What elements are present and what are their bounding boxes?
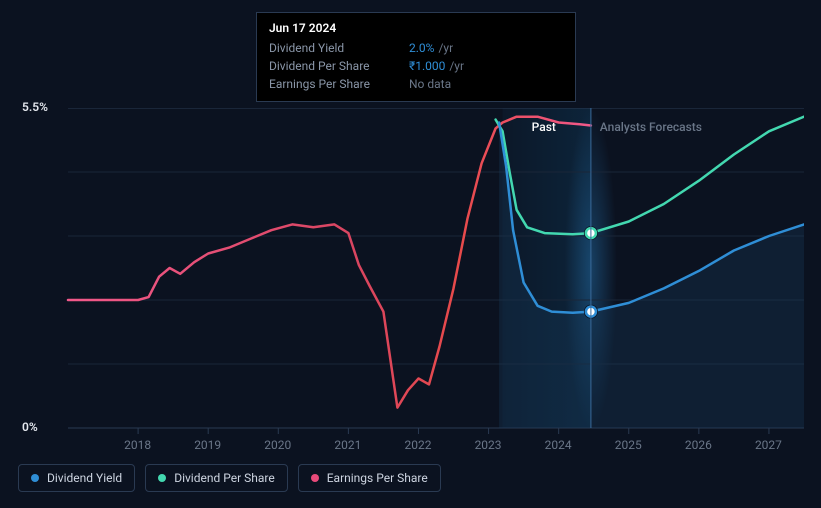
tooltip-row: Earnings Per ShareNo data bbox=[269, 75, 563, 93]
legend-item[interactable]: Earnings Per Share bbox=[298, 464, 441, 492]
tooltip-unit: /yr bbox=[449, 59, 464, 73]
x-axis-label: 2023 bbox=[475, 438, 502, 452]
x-axis-label: 2018 bbox=[124, 438, 151, 452]
legend-dot bbox=[31, 474, 39, 482]
region-label-past: Past bbox=[532, 120, 556, 134]
chart-svg bbox=[18, 108, 804, 448]
tooltip-label: Dividend Per Share bbox=[269, 59, 409, 73]
tooltip-label: Dividend Yield bbox=[269, 41, 409, 55]
tooltip-nodata: No data bbox=[409, 77, 451, 91]
tooltip-row: Dividend Yield2.0% /yr bbox=[269, 39, 563, 57]
x-axis-label: 2027 bbox=[755, 438, 782, 452]
legend: Dividend Yield Dividend Per Share Earnings… bbox=[18, 464, 441, 492]
legend-dot bbox=[311, 474, 319, 482]
tooltip-value: 2.0% bbox=[409, 41, 434, 55]
region-label-forecast: Analysts Forecasts bbox=[600, 120, 702, 134]
tooltip-value: ₹1.000 bbox=[409, 59, 445, 73]
legend-item[interactable]: Dividend Per Share bbox=[145, 464, 288, 492]
tooltip-label: Earnings Per Share bbox=[269, 77, 409, 91]
legend-item[interactable]: Dividend Yield bbox=[18, 464, 135, 492]
x-axis-label: 2024 bbox=[545, 438, 572, 452]
legend-label: Dividend Yield bbox=[47, 471, 122, 485]
chart-container: 5.5%0% 201820192020202120222023202420252… bbox=[18, 108, 803, 448]
x-axis-label: 2020 bbox=[264, 438, 291, 452]
x-axis-label: 2026 bbox=[685, 438, 712, 452]
y-axis-label: 0% bbox=[22, 420, 38, 434]
legend-label: Earnings Per Share bbox=[327, 471, 428, 485]
tooltip-date: Jun 17 2024 bbox=[269, 21, 563, 35]
chart-tooltip: Jun 17 2024 Dividend Yield2.0%/yrDividen… bbox=[256, 12, 576, 102]
legend-label: Dividend Per Share bbox=[174, 471, 275, 485]
tooltip-unit: /yr bbox=[438, 41, 453, 55]
x-axis-label: 2025 bbox=[615, 438, 642, 452]
x-axis-label: 2019 bbox=[194, 438, 221, 452]
x-axis-label: 2022 bbox=[404, 438, 431, 452]
legend-dot bbox=[158, 474, 166, 482]
tooltip-row: Dividend Per Share₹1.000/yr bbox=[269, 57, 563, 75]
y-axis-label: 5.5% bbox=[22, 100, 48, 114]
x-axis-label: 2021 bbox=[334, 438, 361, 452]
